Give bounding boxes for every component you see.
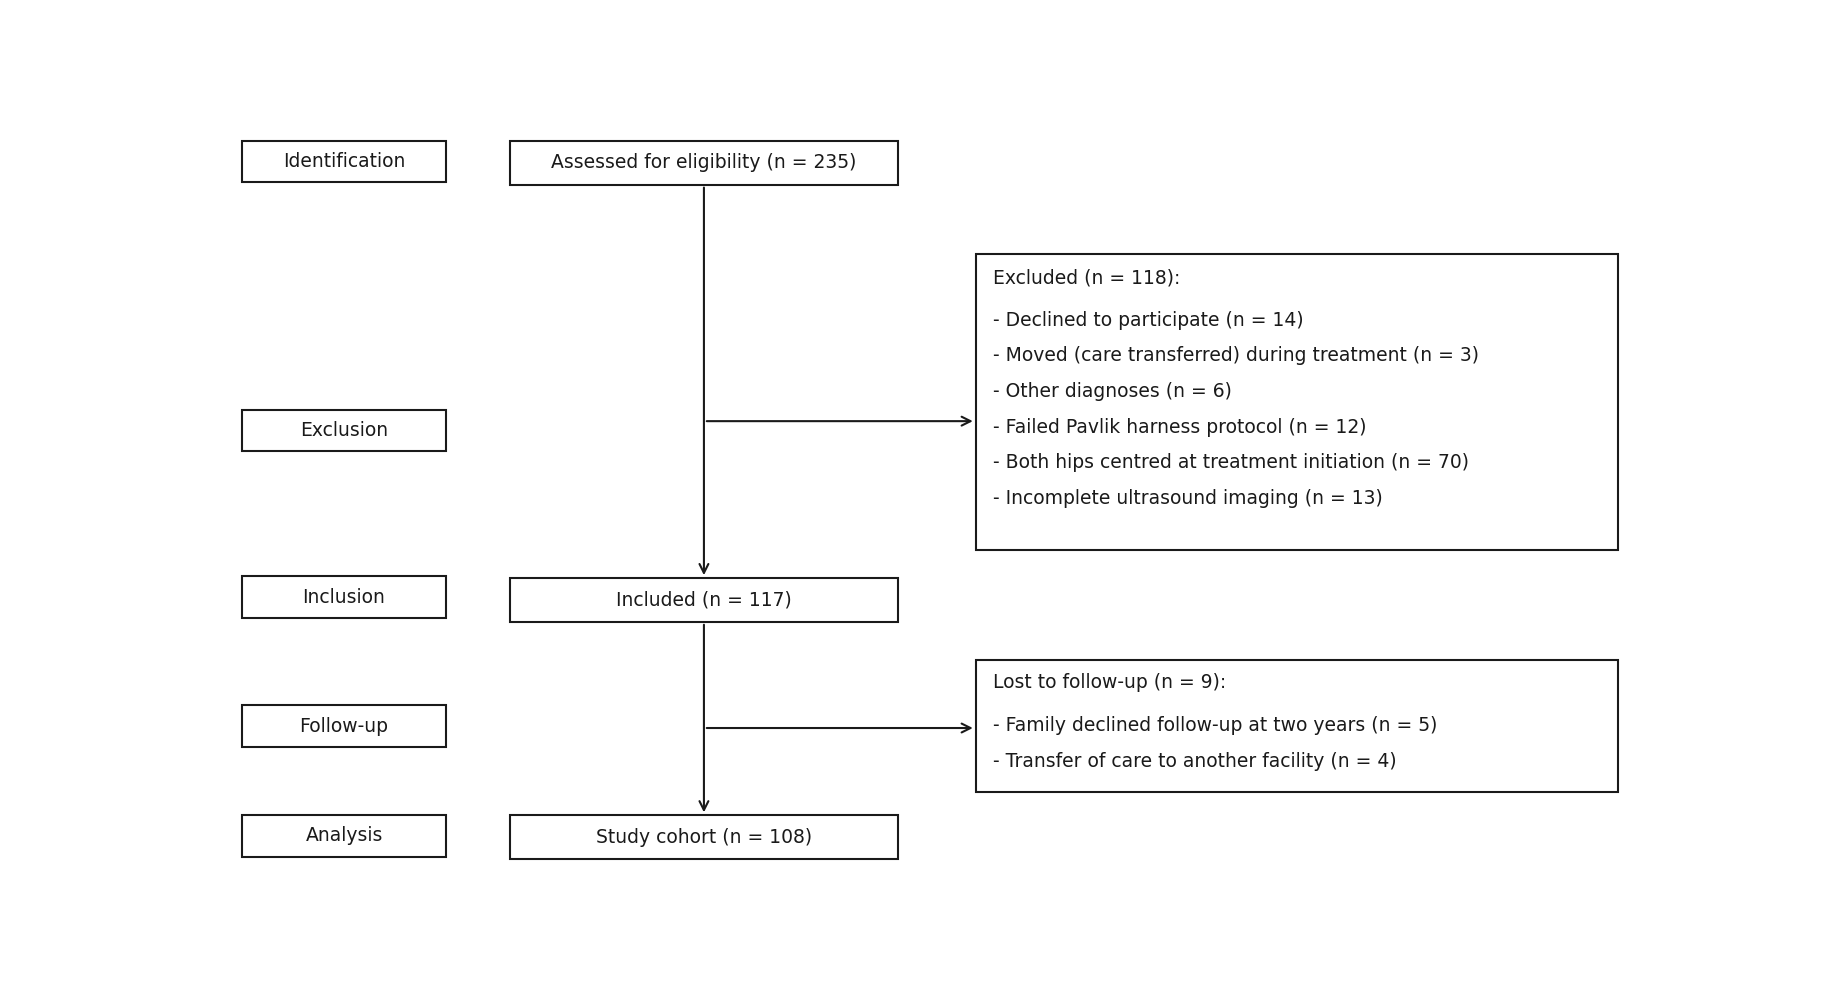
Text: - Other diagnoses (n = 6): - Other diagnoses (n = 6) bbox=[992, 382, 1231, 401]
Bar bbox=[242, 706, 446, 747]
Text: Lost to follow-up (n = 9):: Lost to follow-up (n = 9): bbox=[992, 673, 1226, 693]
Text: - Declined to participate (n = 14): - Declined to participate (n = 14) bbox=[992, 311, 1304, 330]
Text: Analysis: Analysis bbox=[306, 827, 382, 845]
Text: - Both hips centred at treatment initiation (n = 70): - Both hips centred at treatment initiat… bbox=[992, 454, 1468, 472]
Text: Excluded (n = 118):: Excluded (n = 118): bbox=[992, 268, 1180, 287]
Bar bbox=[976, 660, 1617, 792]
Bar bbox=[976, 255, 1617, 550]
Bar bbox=[242, 141, 446, 182]
Text: Identification: Identification bbox=[282, 153, 406, 171]
Bar bbox=[242, 409, 446, 452]
Text: - Moved (care transferred) during treatment (n = 3): - Moved (care transferred) during treatm… bbox=[992, 346, 1479, 365]
Text: - Incomplete ultrasound imaging (n = 13): - Incomplete ultrasound imaging (n = 13) bbox=[992, 489, 1382, 508]
Text: Included (n = 117): Included (n = 117) bbox=[615, 590, 792, 609]
Text: Follow-up: Follow-up bbox=[300, 716, 388, 736]
Text: Assessed for eligibility (n = 235): Assessed for eligibility (n = 235) bbox=[552, 154, 856, 172]
Text: Exclusion: Exclusion bbox=[300, 421, 388, 440]
Text: - Family declined follow-up at two years (n = 5): - Family declined follow-up at two years… bbox=[992, 716, 1437, 735]
Text: Inclusion: Inclusion bbox=[302, 587, 386, 607]
Bar bbox=[510, 141, 898, 185]
Text: - Failed Pavlik harness protocol (n = 12): - Failed Pavlik harness protocol (n = 12… bbox=[992, 417, 1366, 437]
Bar bbox=[242, 815, 446, 857]
Bar bbox=[242, 577, 446, 618]
Text: Study cohort (n = 108): Study cohort (n = 108) bbox=[595, 828, 812, 846]
Text: - Transfer of care to another facility (n = 4): - Transfer of care to another facility (… bbox=[992, 752, 1397, 770]
Bar bbox=[510, 578, 898, 622]
Bar bbox=[510, 815, 898, 859]
